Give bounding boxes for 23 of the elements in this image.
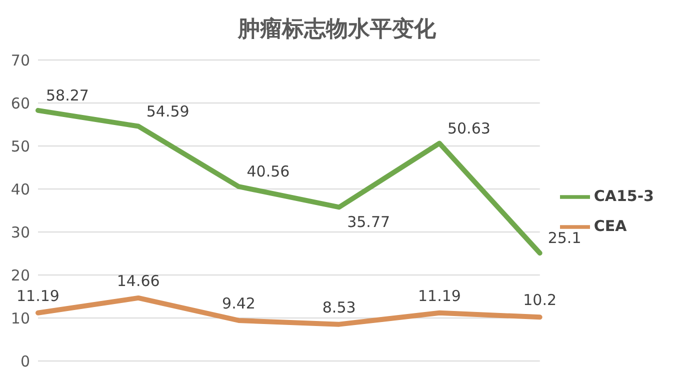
data-label: 50.63	[447, 119, 490, 138]
y-tick-label: 70	[10, 51, 30, 70]
y-tick-label: 0	[20, 352, 30, 369]
y-tick-label: 10	[10, 309, 30, 328]
y-tick-label: 60	[10, 94, 30, 112]
y-tick-label: 20	[10, 266, 30, 284]
data-label: 58.27	[46, 86, 89, 104]
data-label: 9.42	[222, 294, 256, 312]
y-tick-label: 30	[10, 223, 30, 242]
legend-label: CEA	[594, 216, 627, 235]
data-label: 25.1	[548, 229, 582, 248]
data-label: 10.2	[523, 291, 557, 310]
chart-title: 肿瘤标志物水平变化	[238, 17, 436, 42]
data-label: 14.66	[116, 272, 160, 290]
y-tick-label: 50	[10, 137, 30, 156]
y-tick-label: 40	[10, 180, 30, 198]
legend-label: CA15-3	[594, 186, 654, 205]
data-label: 11.19	[16, 286, 60, 305]
data-label: 54.59	[146, 102, 190, 120]
data-label: 11.19	[418, 286, 461, 305]
data-label: 40.56	[246, 162, 290, 181]
data-label: 35.77	[347, 213, 390, 232]
data-label: 8.53	[322, 298, 356, 316]
